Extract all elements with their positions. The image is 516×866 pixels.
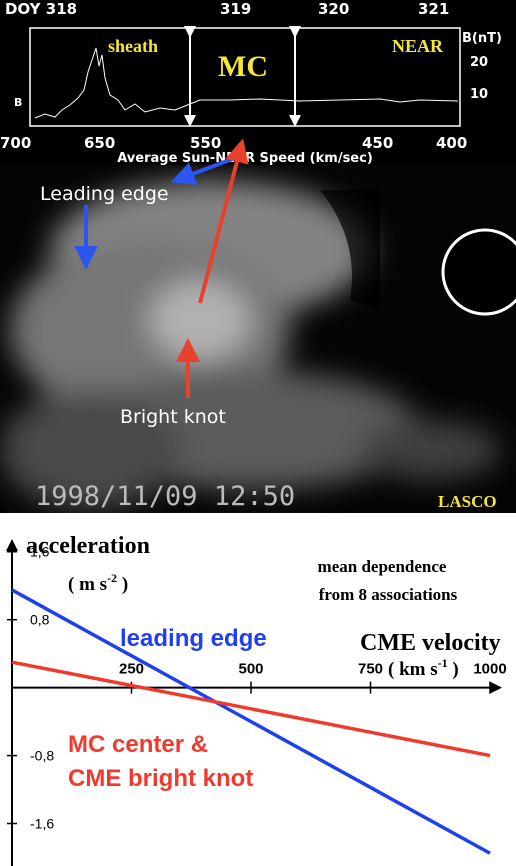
series-label: MC center & CME bright knot <box>68 731 254 792</box>
axis-unit: ( km s-1 ) <box>388 656 459 680</box>
x-tick-label: 500 <box>238 661 263 678</box>
x-tick-label: 250 <box>119 661 144 678</box>
b-label: 20 <box>470 55 488 70</box>
speed-label: 550 <box>190 134 221 152</box>
doy-label: DOY 318 <box>5 0 77 18</box>
annotation: mean dependence <box>318 557 447 576</box>
b-left-label: B <box>14 96 22 109</box>
b-label: 10 <box>470 87 488 102</box>
region-label: sheath <box>108 36 158 56</box>
axis-unit-part: ) <box>117 574 128 595</box>
timestamp: 1998/11/09 12:50 <box>35 481 295 512</box>
x-axis-arrow <box>490 681 502 694</box>
b-label: B(nT) <box>462 31 502 46</box>
series-label-box: leading edge <box>120 625 267 652</box>
instrument: LASCO <box>438 492 497 511</box>
axis-unit-part: -2 <box>107 571 117 585</box>
y-tick-label: -0,8 <box>30 748 54 764</box>
axis-unit-part: ( km s <box>388 659 438 680</box>
x-tick-label: 750 <box>358 661 383 678</box>
series-label-box: MC center & CME bright knot <box>68 731 254 792</box>
y-axis-title: acceleration <box>26 533 150 559</box>
speed-label: 450 <box>362 134 393 152</box>
y-tick-label: 0,8 <box>30 612 50 628</box>
y-tick-label: -1,6 <box>30 816 54 832</box>
speed-label: 700 <box>0 134 31 152</box>
axis-unit: ( m s-2 ) <box>68 571 128 595</box>
doy-label: 321 <box>418 0 449 18</box>
region-label: NEAR <box>392 36 444 56</box>
series-label: leading edge <box>120 625 267 652</box>
axis-unit-part: -1 <box>438 656 448 670</box>
annotation: Leading edge <box>40 183 169 205</box>
region-label: MC <box>218 50 268 83</box>
speed-label: 400 <box>436 134 467 152</box>
coronagraph-image: DOY 318 319 320 321 700 650 550 450 400 Average S… <box>0 0 516 513</box>
axis-unit-part: ( m s <box>68 574 107 595</box>
annotation: Bright knot <box>120 406 226 428</box>
speed-axis-title: Average Sun-NEAR Speed (km/sec) <box>117 151 373 166</box>
annotation: from 8 associations <box>319 585 458 604</box>
doy-label: 320 <box>318 0 349 18</box>
doy-label: 319 <box>220 0 251 18</box>
axis-unit-part: ) <box>448 659 459 680</box>
series-line <box>11 588 491 855</box>
speed-label: 650 <box>84 134 115 152</box>
x-axis-title: CME velocity <box>360 630 501 656</box>
x-tick-label: 1000 <box>473 661 506 678</box>
y-tick-label: 1,6 <box>30 544 50 560</box>
y-axis-arrow <box>6 539 18 551</box>
series-line <box>11 660 491 758</box>
